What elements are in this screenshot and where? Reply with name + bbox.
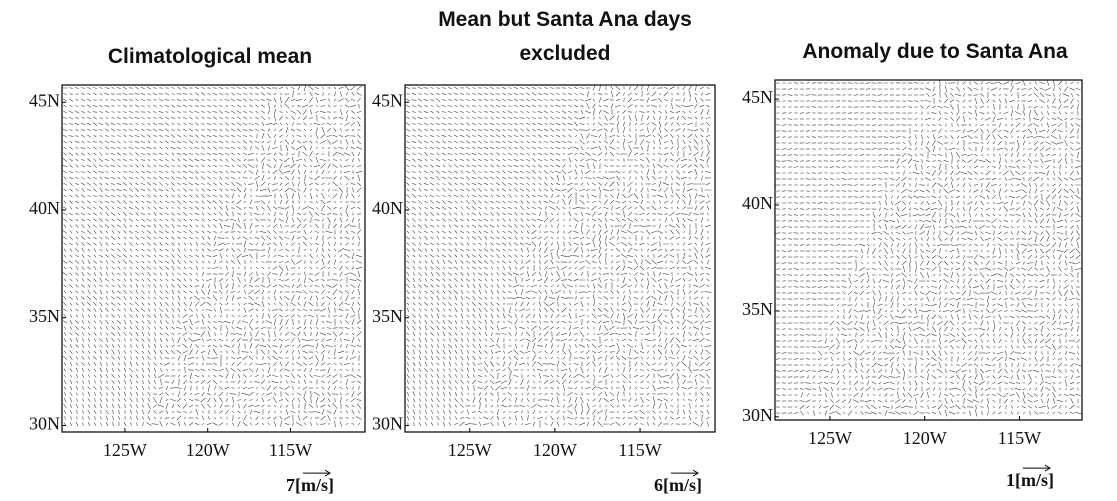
- x-tick-label: 125W: [448, 440, 492, 460]
- vector-field: [405, 84, 712, 428]
- y-tick-label: 35N: [742, 299, 773, 319]
- plot-frame: [404, 84, 716, 433]
- y-tick-label: 30N: [372, 414, 403, 434]
- y-tick-label: 45N: [29, 90, 60, 110]
- reference-vector: [302, 469, 331, 477]
- y-tick-label: 30N: [742, 405, 773, 425]
- x-tick-label: 125W: [808, 428, 852, 448]
- x-tick-label: 115W: [269, 440, 312, 460]
- y-tick-label: 40N: [742, 193, 773, 213]
- reference-vector: [1022, 464, 1051, 472]
- x-tick-label: 115W: [998, 428, 1041, 448]
- plot-frame: [774, 79, 1083, 421]
- x-tick-label: 120W: [186, 440, 230, 460]
- y-tick-label: 45N: [742, 87, 773, 107]
- x-tick-label: 115W: [618, 440, 661, 460]
- plot-frame: [61, 84, 366, 433]
- y-tick-label: 40N: [372, 198, 403, 218]
- y-tick-label: 40N: [29, 198, 60, 218]
- panel-title: Climatological mean: [107, 45, 313, 68]
- panel-title: Anomaly due to Santa Ana: [802, 40, 1068, 63]
- reference-vector-label: 1[m/s]: [1006, 470, 1054, 490]
- reference-vector-label: 7[m/s]: [286, 475, 334, 495]
- reference-vector-label: 6[m/s]: [654, 475, 702, 495]
- reference-vector: [670, 469, 699, 477]
- y-tick-label: 45N: [372, 90, 403, 110]
- vector-field: [775, 79, 1082, 417]
- y-tick-label: 35N: [29, 306, 60, 326]
- vector-field: [62, 84, 363, 428]
- panel-title: Mean but Santa Ana days excluded: [438, 8, 692, 65]
- x-tick-label: 125W: [103, 440, 147, 460]
- x-tick-label: 120W: [533, 440, 577, 460]
- y-tick-label: 35N: [372, 306, 403, 326]
- x-tick-label: 120W: [903, 428, 947, 448]
- y-tick-label: 30N: [29, 414, 60, 434]
